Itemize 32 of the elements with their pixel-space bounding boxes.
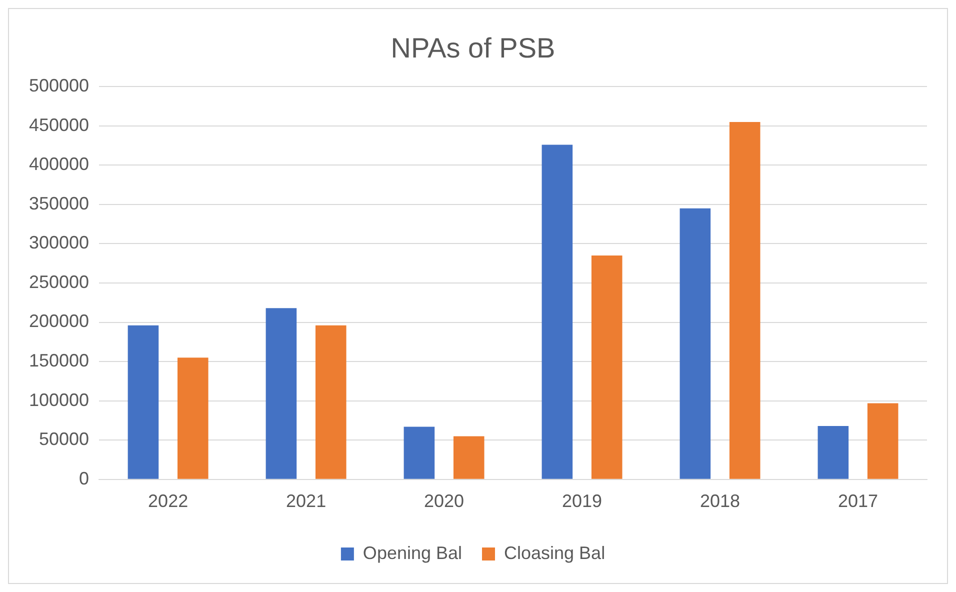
y-tick-label: 200000 [28, 311, 90, 332]
bar [404, 426, 435, 479]
bar [178, 358, 208, 479]
y-tick-label: 100000 [28, 390, 90, 410]
bar [729, 122, 760, 479]
y-tick-label: 450000 [28, 114, 90, 135]
x-tick-label: 2022 [148, 491, 188, 512]
y-tick-label: 300000 [28, 232, 90, 253]
bar [591, 256, 622, 479]
x-tick-label: 2018 [700, 491, 740, 512]
bar [453, 436, 484, 479]
y-tick-label: 400000 [28, 154, 90, 174]
legend-label: Cloasing Bal [504, 542, 606, 563]
bar [315, 325, 346, 479]
bar [680, 208, 711, 479]
bar [867, 403, 898, 479]
x-tick-label: 2019 [562, 491, 602, 512]
x-tick-label: 2021 [286, 491, 326, 512]
y-tick-label: 500000 [28, 76, 90, 96]
y-tick-label: 350000 [28, 193, 90, 214]
bar [128, 325, 159, 479]
bar [266, 308, 297, 479]
chart-title: NPAs of PSB [390, 32, 556, 64]
y-tick-label: 250000 [28, 272, 90, 292]
bar [818, 426, 849, 479]
x-tick-label: 2017 [838, 491, 878, 512]
y-tick-label: 150000 [28, 350, 90, 371]
bar [542, 144, 573, 479]
y-tick-label: 50000 [39, 429, 90, 450]
y-tick-label: 0 [79, 468, 90, 488]
legend-label: Opening Bal [362, 542, 462, 563]
x-tick-label: 2020 [424, 491, 464, 512]
